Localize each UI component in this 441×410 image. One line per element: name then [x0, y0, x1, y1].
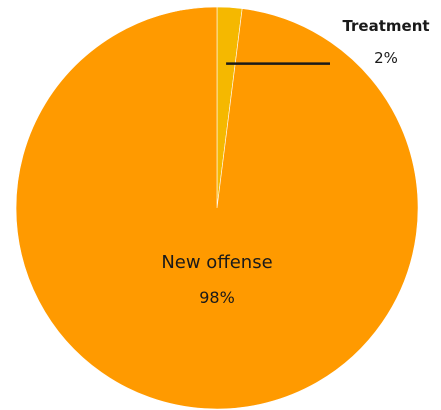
treatment-label: Treatment: [342, 17, 429, 35]
treatment-percent-label: 2%: [374, 49, 398, 67]
new-offense-percent-label: 98%: [199, 288, 235, 307]
pie-slices: [15, 6, 419, 410]
new-offense-label: New offense: [161, 252, 272, 273]
pie-slice-new-offense: [15, 6, 419, 410]
